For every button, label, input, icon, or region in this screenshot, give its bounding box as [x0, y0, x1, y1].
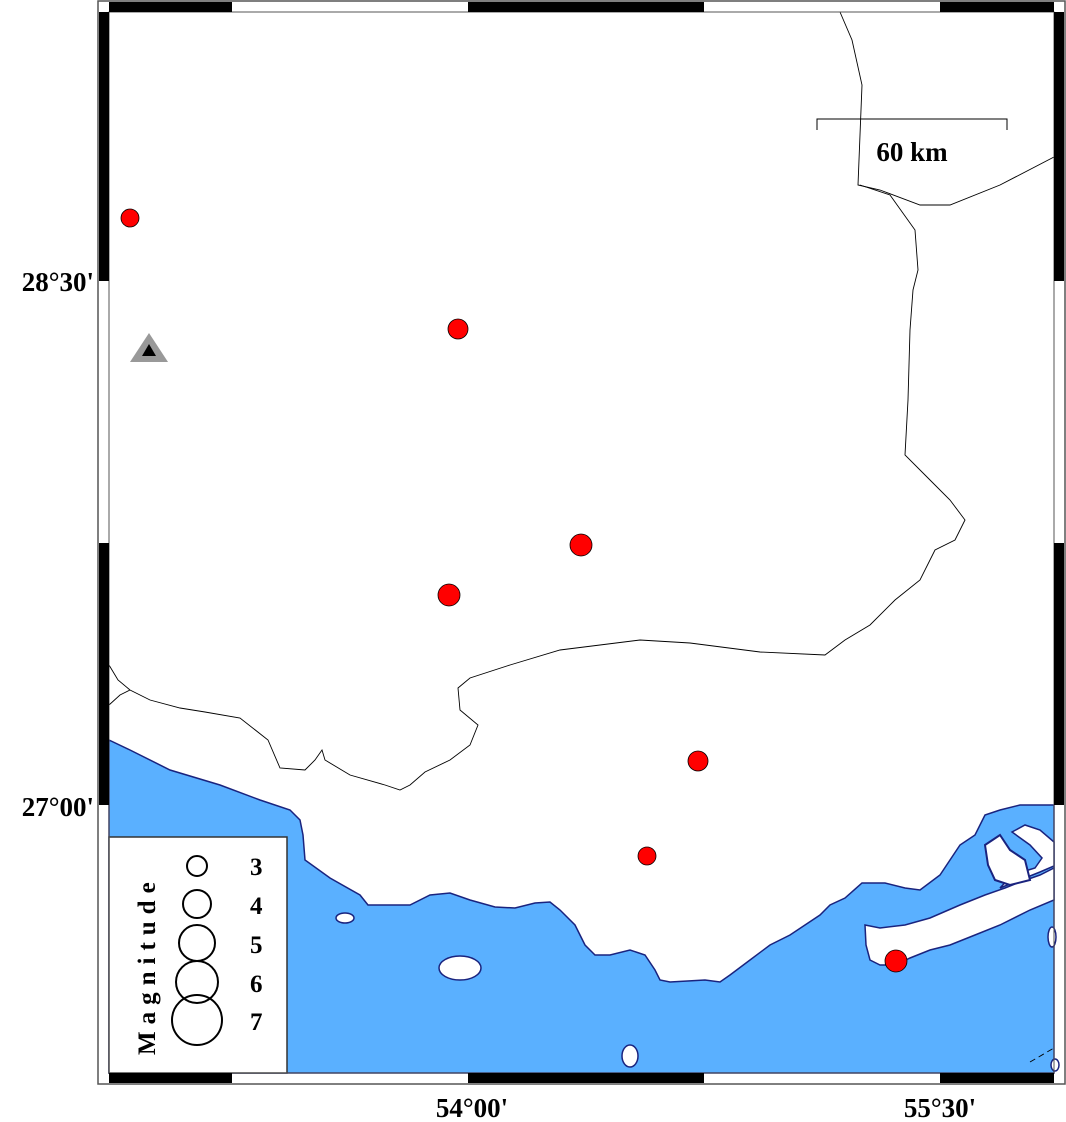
island [438, 955, 482, 981]
legend-label: 4 [250, 893, 263, 920]
station-triangle-icon[interactable] [130, 333, 168, 362]
lon-label: 55°30' [904, 1093, 976, 1122]
scale-bar: 60 km [816, 118, 1008, 167]
legend-circle-4 [182, 889, 212, 919]
legend-circle-3 [186, 855, 208, 877]
legend-circle-7 [171, 994, 223, 1046]
event-marker[interactable] [437, 583, 461, 607]
legend-label: 3 [250, 854, 263, 881]
island [621, 1044, 639, 1068]
event-marker[interactable] [569, 533, 593, 557]
island [1047, 926, 1057, 948]
event-marker[interactable] [687, 750, 709, 772]
map-frame [97, 0, 1066, 1085]
island [335, 912, 355, 924]
island [1050, 1058, 1060, 1072]
event-marker[interactable] [120, 208, 140, 228]
mangrove-islets [983, 833, 1032, 887]
islands [335, 824, 1060, 1072]
legend-title: Magnitude [134, 875, 161, 1055]
legend-label: 6 [250, 971, 263, 998]
legend-circle-6 [175, 960, 219, 1004]
lat-label: 28°30' [22, 267, 94, 297]
event-marker[interactable] [884, 949, 908, 973]
event-marker[interactable] [637, 846, 657, 866]
scale-bar-label: 60 km [876, 137, 948, 167]
lat-label: 27°00' [22, 792, 94, 822]
lon-label: 54°00' [436, 1093, 508, 1122]
earthquake-events [120, 208, 908, 973]
sea [108, 738, 1055, 1074]
legend-label: 5 [250, 932, 263, 959]
legend-label: 7 [250, 1009, 263, 1036]
event-marker[interactable] [447, 318, 469, 340]
provincial-borders [108, 11, 1055, 1063]
legend: Magnitude 3 4 5 6 7 [108, 836, 288, 1074]
